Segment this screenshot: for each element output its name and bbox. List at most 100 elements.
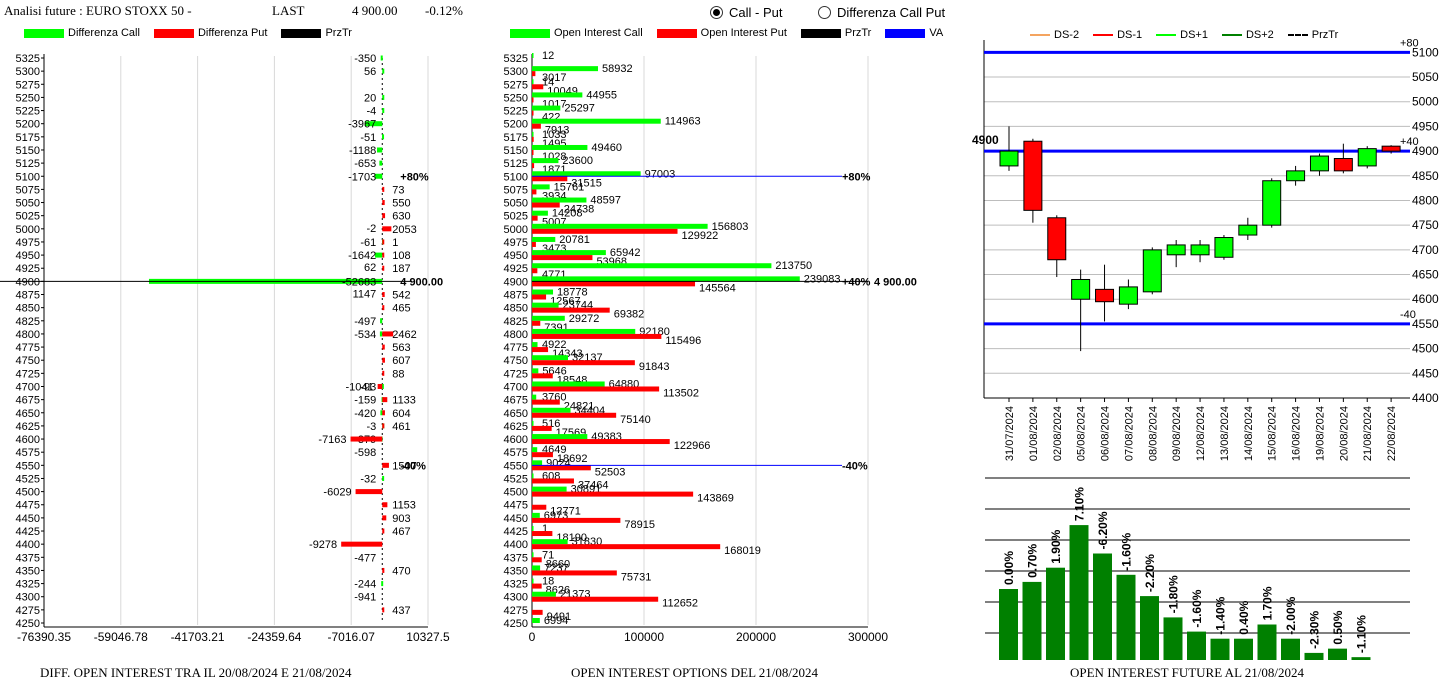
data-label-future-oi: 1.70%	[1261, 586, 1275, 620]
bar-oi-call	[532, 486, 567, 492]
bar-diff-call	[382, 108, 385, 114]
x-tick-label: 08/08/2024	[1147, 406, 1159, 461]
level-label: +40	[1400, 136, 1419, 148]
bar-oi-call	[532, 618, 540, 623]
bar-diff-call	[364, 121, 383, 127]
data-label-oi-call: 4922	[542, 339, 566, 351]
legend-swatch-blue	[885, 28, 926, 38]
bar-future-oi	[1351, 657, 1371, 660]
data-label-future-oi: -1.60%	[1120, 532, 1134, 570]
bar-diff-call	[379, 331, 383, 337]
y-tick-label: 5225	[16, 106, 40, 118]
y-tick-label: 4625	[504, 421, 528, 433]
y-tick-label: 4750	[504, 355, 528, 367]
data-label-oi-put: 115496	[665, 335, 701, 347]
data-label-future-oi: 0.40%	[1237, 600, 1251, 634]
bar-oi-call	[532, 158, 559, 164]
bar-diff-call	[380, 410, 383, 416]
bar-oi-call	[532, 434, 588, 440]
bar-oi-call	[532, 381, 605, 387]
y-tick-label: 5000	[504, 224, 528, 236]
bar-diff-call	[381, 383, 384, 389]
bar-diff-call	[379, 160, 383, 166]
data-label-diff-call: -1188	[349, 145, 376, 157]
y-tick-label: 5250	[16, 92, 40, 104]
data-label-oi-call: 23600	[562, 155, 593, 167]
bar-oi-put	[532, 97, 534, 103]
candle-body	[1309, 155, 1329, 172]
bar-diff-put	[350, 436, 383, 442]
data-label-future-oi: -2.30%	[1308, 611, 1322, 649]
x-tick-label: -7016.07	[328, 630, 376, 644]
bar-oi-call	[532, 66, 599, 72]
radio-diff-call-put-indicator[interactable]	[818, 6, 831, 19]
data-label-oi-put: 113502	[663, 387, 699, 399]
y-tick-label: 4875	[504, 290, 528, 302]
y-tick-label: 5325	[504, 53, 528, 65]
bar-diff-call	[380, 318, 383, 324]
bar-oi-call	[532, 591, 556, 597]
y-tick-label: 4575	[504, 447, 528, 459]
y-tick-label: 5200	[16, 119, 40, 131]
y-tick-label: 4725	[16, 368, 40, 380]
x-tick-label: 05/08/2024	[1076, 406, 1088, 461]
bar-oi-put	[532, 465, 591, 471]
marker-label: +80%	[842, 171, 871, 183]
y-tick-label: 5200	[504, 119, 528, 131]
bar-oi-call	[532, 526, 534, 532]
data-label-diff-call: 20	[364, 92, 376, 104]
data-label-oi-call: 44955	[586, 89, 617, 101]
y-tick-label: 4600	[16, 434, 40, 446]
bar-oi-put	[532, 570, 617, 576]
bar-oi-put	[532, 544, 721, 550]
bar-oi-call	[532, 552, 534, 558]
bar-diff-put	[382, 410, 385, 416]
y-tick-label: 4450	[504, 513, 528, 525]
y-tick-label: 4800	[504, 329, 528, 341]
x-tick-label: 19/08/2024	[1314, 406, 1326, 461]
radio-call-put-indicator[interactable]	[710, 6, 723, 19]
data-label-oi-call: 49460	[591, 142, 622, 154]
bar-oi-call	[532, 289, 554, 295]
legend-item-prztr: PrzTr	[1287, 29, 1338, 41]
bar-diff-call	[374, 252, 383, 258]
bar-oi-call	[532, 315, 565, 321]
bar-diff-put	[382, 370, 385, 376]
data-label-oi-put: 37464	[578, 479, 609, 491]
x-tick-label: 21/08/2024	[1362, 406, 1374, 461]
bar-oi-call	[532, 118, 661, 124]
y-tick-label: 4700	[16, 381, 40, 393]
bar-diff-put	[382, 567, 385, 573]
legend-swatch-green	[24, 28, 64, 38]
data-label-oi-call: 29272	[569, 313, 600, 325]
y-tick-label: 5050	[16, 198, 40, 210]
x-tick-label: -24359.64	[247, 630, 301, 644]
y-tick-label: 4550	[504, 460, 528, 472]
data-label-diff-call: -93	[360, 381, 376, 393]
data-label-oi-put: 145564	[699, 282, 736, 294]
data-label-diff-put: 1	[392, 237, 398, 249]
bar-oi-put	[532, 412, 617, 418]
candle-body	[1238, 224, 1258, 236]
bar-oi-put	[532, 583, 542, 589]
data-label-oi-call: 114963	[665, 116, 701, 128]
bar-oi-call	[532, 276, 800, 282]
y-tick-label: 4650	[16, 408, 40, 420]
bar-future-oi	[1022, 581, 1042, 660]
legend-item-ds-2: DS-2	[1030, 29, 1079, 41]
data-label-diff-call: -3	[366, 421, 376, 433]
bar-oi-put	[532, 149, 534, 155]
candle-body	[1095, 288, 1115, 303]
radio-diff-call-put[interactable]: Differenza Call Put	[818, 5, 945, 20]
data-label-oi-put: 24738	[564, 204, 595, 216]
data-label-oi-put: 8660	[546, 558, 570, 570]
y-tick-label: 4350	[16, 565, 40, 577]
data-label-diff-call: -497	[354, 316, 376, 328]
y-tick-label: 4375	[16, 552, 40, 564]
radio-call-put[interactable]: Call - Put	[710, 5, 782, 20]
bar-oi-put	[532, 439, 670, 445]
bar-oi-call	[532, 263, 772, 269]
data-label-diff-call: -477	[354, 552, 376, 564]
data-label-diff-put: -1041	[346, 381, 374, 393]
bar-oi-call	[532, 171, 641, 177]
